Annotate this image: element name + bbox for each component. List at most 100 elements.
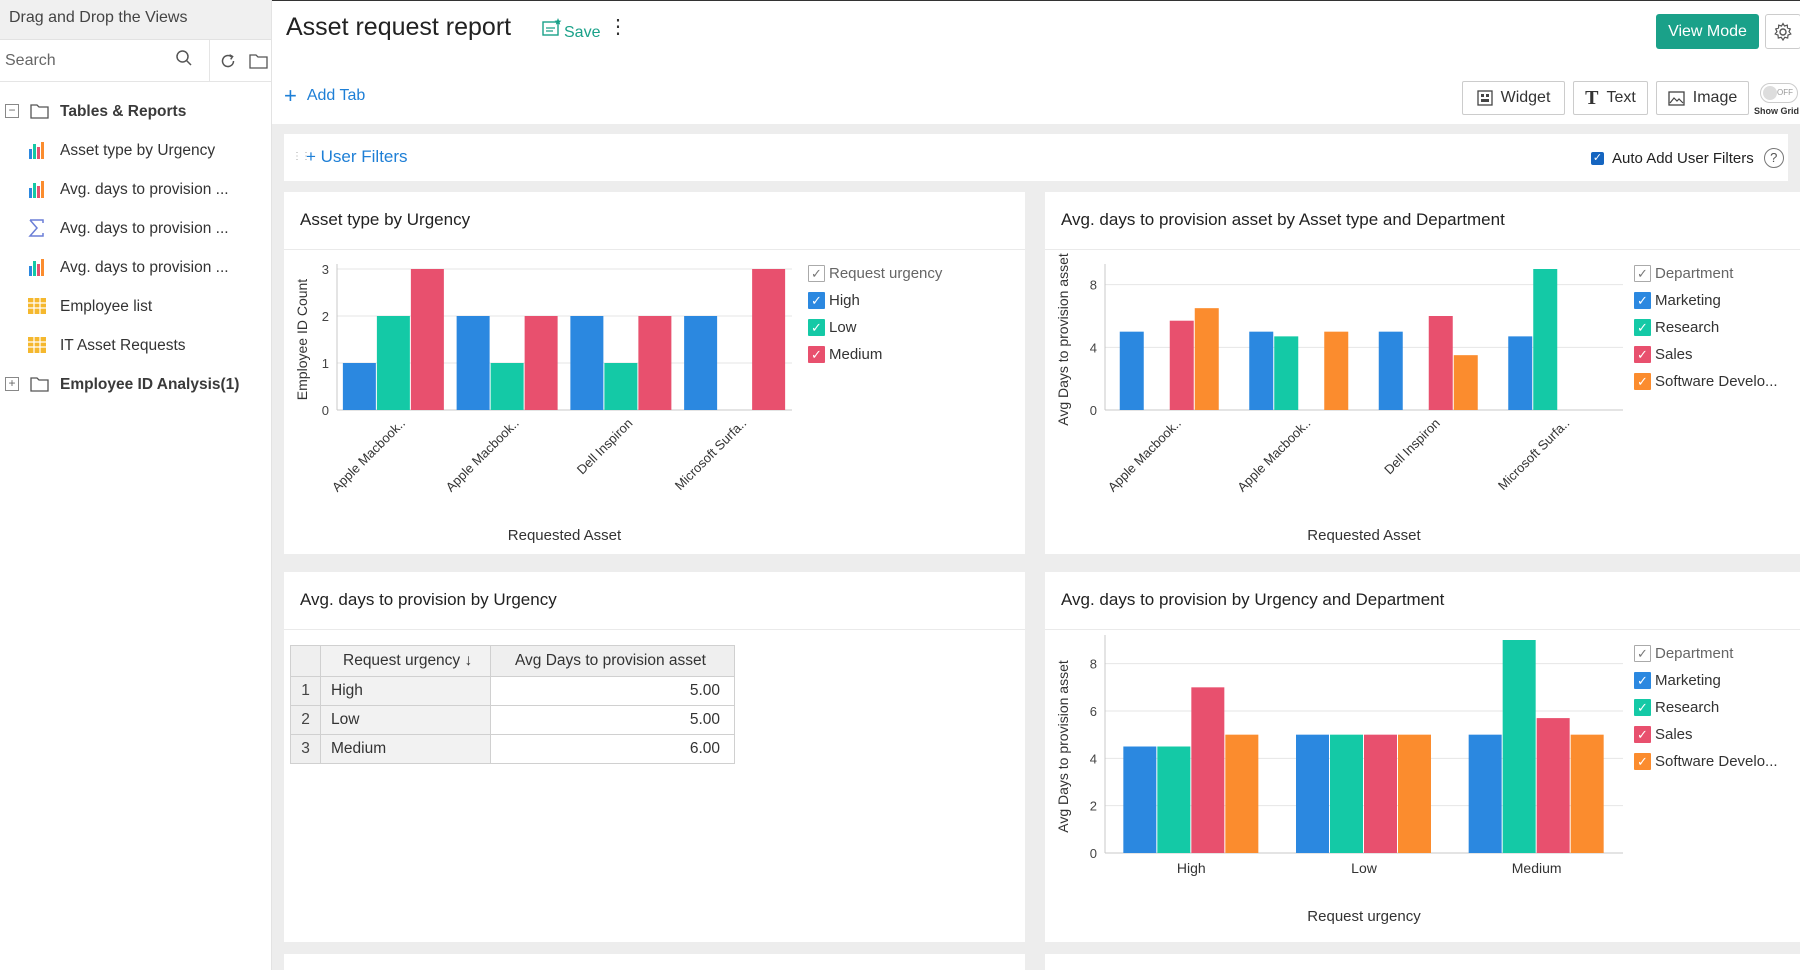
legend-checkbox[interactable]: ✓	[1634, 346, 1651, 363]
bar[interactable]	[1502, 640, 1536, 853]
tree-folder-employee-id-analysis[interactable]: + Employee ID Analysis(1)	[0, 365, 271, 404]
legend-item[interactable]: ✓ Marketing	[1634, 287, 1778, 314]
bar[interactable]	[1119, 331, 1144, 410]
legend-item[interactable]: ✓ Software Develo...	[1634, 368, 1778, 395]
bar[interactable]	[1324, 331, 1349, 410]
help-icon[interactable]: ?	[1763, 148, 1784, 168]
legend-checkbox[interactable]: ✓	[808, 265, 825, 282]
refresh-icon[interactable]	[216, 49, 240, 73]
widget-avg-days-by-urgency[interactable]: Avg. days to provision by Urgency Reques…	[284, 572, 1025, 942]
bar[interactable]	[1428, 316, 1453, 410]
bar[interactable]	[456, 316, 490, 410]
legend-checkbox[interactable]: ✓	[1634, 265, 1651, 282]
image-label: Image	[1692, 89, 1738, 106]
bar-chart: 0 1 2 3 Apple Macbook.. Apple Macbook.. Dell I…	[294, 262, 792, 544]
bar[interactable]	[1378, 331, 1403, 410]
legend-title[interactable]: ✓ Request urgency	[808, 260, 942, 287]
show-grid-toggle[interactable]: OFF Show Grid	[1754, 83, 1800, 116]
column-header-request-urgency[interactable]: Request urgency ↓	[320, 645, 491, 677]
widget-avg-days-asset-department[interactable]: Avg. days to provision asset by Asset ty…	[1045, 192, 1800, 554]
search-icon[interactable]	[175, 49, 193, 72]
legend-checkbox[interactable]: ✓	[808, 319, 825, 336]
widget-asset-type-by-urgency[interactable]: Asset type by Urgency 0 1 2 3 Apple Macbook.…	[284, 192, 1025, 554]
bar[interactable]	[1225, 734, 1259, 853]
tree-item-employee-list[interactable]: Employee list	[0, 287, 271, 326]
legend-checkbox[interactable]: ✓	[1634, 319, 1651, 336]
toggle-switch[interactable]: OFF	[1760, 83, 1798, 103]
bar[interactable]	[1249, 331, 1274, 410]
collapse-icon[interactable]: −	[5, 104, 19, 118]
legend-checkbox[interactable]: ✓	[1634, 699, 1651, 716]
legend-checkbox[interactable]: ✓	[1634, 373, 1651, 390]
legend-item[interactable]: ✓ Software Develo...	[1634, 748, 1778, 775]
widget-button[interactable]: Widget	[1462, 81, 1565, 115]
legend-item[interactable]: ✓ High	[808, 287, 942, 314]
bar[interactable]	[1194, 308, 1219, 410]
tree-item-avg-days-chart-2[interactable]: Avg. days to provision ...	[0, 248, 271, 287]
legend-checkbox[interactable]: ✓	[1634, 726, 1651, 743]
legend-item[interactable]: ✓ Sales	[1634, 721, 1778, 748]
more-options-icon[interactable]: ⋮	[608, 16, 628, 38]
image-button[interactable]: Image	[1656, 81, 1749, 115]
bar[interactable]	[410, 269, 444, 410]
bar[interactable]	[1296, 734, 1329, 853]
bar[interactable]	[1274, 336, 1299, 410]
legend-item[interactable]: ✓ Sales	[1634, 341, 1778, 368]
bar[interactable]	[1191, 687, 1225, 853]
expand-icon[interactable]: +	[5, 377, 19, 391]
y-axis-label: Avg Days to provision asset	[1055, 660, 1071, 833]
bar[interactable]	[638, 316, 672, 410]
bar[interactable]	[752, 269, 786, 410]
bar[interactable]	[1398, 734, 1431, 853]
legend-title[interactable]: ✓ Department	[1634, 260, 1778, 287]
bar[interactable]	[570, 316, 604, 410]
legend-checkbox[interactable]: ✓	[1634, 753, 1651, 770]
bar[interactable]	[1508, 336, 1533, 410]
bar[interactable]	[684, 316, 718, 410]
legend-item[interactable]: ✓ Marketing	[1634, 667, 1778, 694]
legend-checkbox[interactable]: ✓	[808, 346, 825, 363]
save-button[interactable]: Save	[542, 17, 600, 42]
search-input[interactable]	[5, 51, 175, 70]
bar[interactable]	[1157, 746, 1191, 854]
bar[interactable]	[1533, 269, 1558, 410]
bar[interactable]	[1536, 718, 1570, 853]
bar[interactable]	[1330, 734, 1363, 853]
settings-gear-icon[interactable]	[1765, 14, 1800, 49]
bar[interactable]	[524, 316, 558, 410]
bar[interactable]	[1123, 746, 1157, 854]
legend-checkbox[interactable]: ✓	[1634, 672, 1651, 689]
text-button[interactable]: T Text	[1573, 81, 1648, 115]
legend-title[interactable]: ✓ Department	[1634, 640, 1778, 667]
sort-desc-icon[interactable]: ↓	[464, 652, 473, 669]
add-tab-button[interactable]: + Add Tab	[284, 85, 365, 107]
add-user-filters-button[interactable]: + User Filters	[306, 147, 408, 166]
bar[interactable]	[1169, 320, 1194, 410]
legend-item[interactable]: ✓ Low	[808, 314, 942, 341]
legend-item[interactable]: ✓ Medium	[808, 341, 942, 368]
auto-add-checkbox[interactable]: ✓	[1591, 151, 1604, 165]
widget-avg-days-urgency-department[interactable]: Avg. days to provision by Urgency and De…	[1045, 572, 1800, 942]
bar[interactable]	[1468, 734, 1502, 853]
legend-item[interactable]: ✓ Research	[1634, 694, 1778, 721]
tree-item-avg-days-chart-1[interactable]: Avg. days to provision ...	[0, 170, 271, 209]
legend-checkbox[interactable]: ✓	[1634, 292, 1651, 309]
bar[interactable]	[342, 363, 376, 410]
drag-handle-icon[interactable]: ⋮⋮	[292, 151, 311, 162]
bar[interactable]	[604, 363, 638, 410]
bar[interactable]	[1364, 734, 1397, 853]
bar[interactable]	[1570, 734, 1604, 853]
column-header-avg-days[interactable]: Avg Days to provision asset	[490, 645, 735, 677]
tree-folder-tables-reports[interactable]: − Tables & Reports	[0, 92, 271, 131]
tree-item-it-asset-requests[interactable]: IT Asset Requests	[0, 326, 271, 365]
bar[interactable]	[1453, 355, 1478, 410]
view-mode-button[interactable]: View Mode	[1656, 14, 1759, 49]
legend-checkbox[interactable]: ✓	[808, 292, 825, 309]
bar[interactable]	[490, 363, 524, 410]
legend-checkbox[interactable]: ✓	[1634, 645, 1651, 662]
new-folder-icon[interactable]	[246, 49, 270, 73]
bar[interactable]	[376, 316, 410, 410]
legend-item[interactable]: ✓ Research	[1634, 314, 1778, 341]
tree-item-asset-type-by-urgency[interactable]: Asset type by Urgency	[0, 131, 271, 170]
tree-item-avg-days-summary[interactable]: Avg. days to provision ...	[0, 209, 271, 248]
